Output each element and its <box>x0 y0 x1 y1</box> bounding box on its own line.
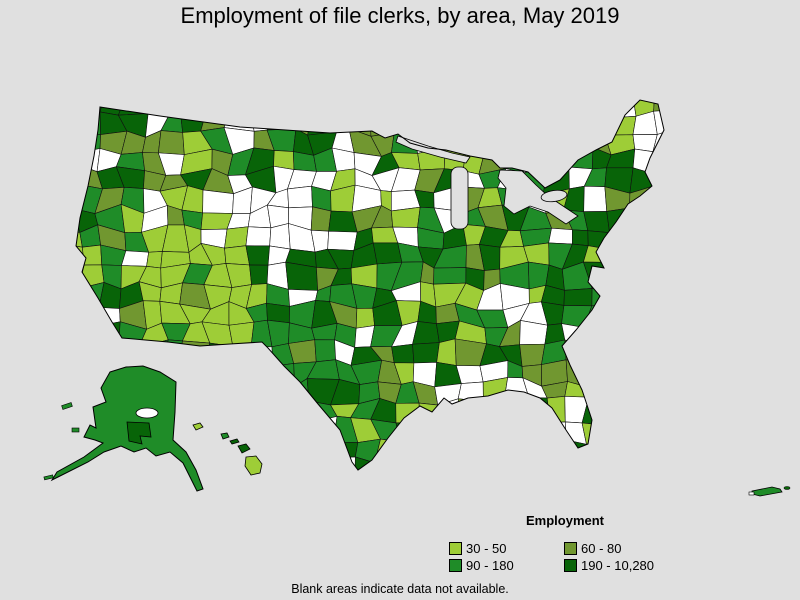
legend-item: 60 - 80 <box>564 542 690 555</box>
legend-swatch-bin3 <box>449 559 462 572</box>
contiguous-us-outline <box>75 99 665 471</box>
legend-item: 190 - 10,280 <box>564 559 690 572</box>
legend-grid: 30 - 50 60 - 80 90 - 180 190 - 10,280 <box>440 542 690 572</box>
legend-item: 90 - 180 <box>449 559 564 572</box>
legend-label: 60 - 80 <box>581 540 622 556</box>
legend-swatch-bin4 <box>564 559 577 572</box>
legend: Employment 30 - 50 60 - 80 90 - 180 190 … <box>440 513 690 572</box>
legend-label: 90 - 180 <box>466 557 514 573</box>
legend-swatch-bin1 <box>449 542 462 555</box>
legend-label: 30 - 50 <box>466 540 507 556</box>
legend-item: 30 - 50 <box>449 542 564 555</box>
legend-swatch-bin2 <box>564 542 577 555</box>
legend-label: 190 - 10,280 <box>581 557 655 573</box>
legend-title: Employment <box>525 513 604 528</box>
puerto-rico <box>748 486 791 497</box>
alaska <box>43 365 204 492</box>
chart-title: Employment of file clerks, by area, May … <box>180 3 620 28</box>
no-data-footnote: Blank areas indicate data not available. <box>291 582 509 596</box>
hawaii <box>192 422 263 476</box>
great-lakes <box>395 135 579 230</box>
